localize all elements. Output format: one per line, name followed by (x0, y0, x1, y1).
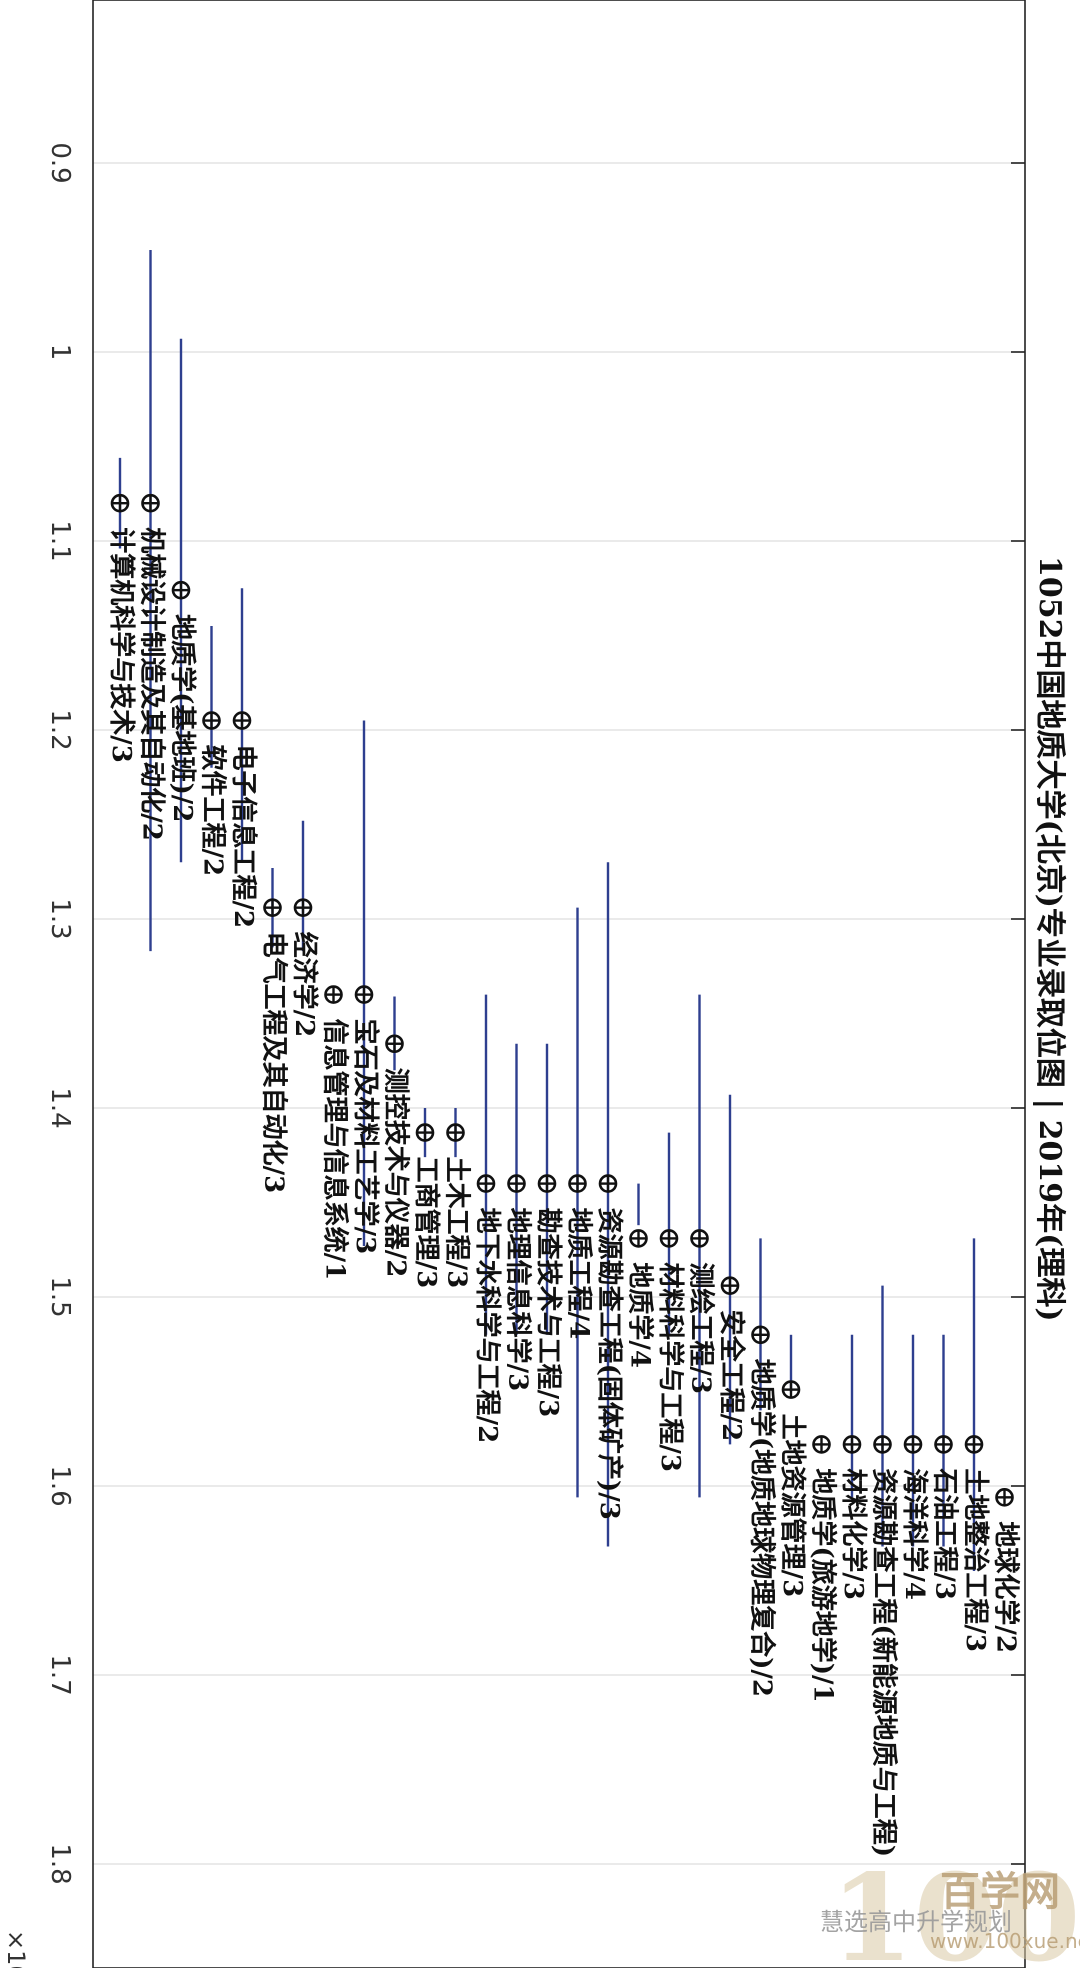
data-point-marker (537, 1174, 557, 1193)
category-label: 电气工程及其自动化/3 (259, 932, 290, 1194)
category-label: 地理信息科学/3 (503, 1208, 534, 1392)
category-label: 电子信息工程/2 (228, 745, 259, 929)
category-label: 信息管理与信息系统/1 (320, 1019, 351, 1281)
chart-title: 1052中国地质大学(北京)专业录取位图 | 2019年(理科) (1032, 556, 1067, 1322)
data-point-marker (873, 1435, 892, 1454)
range-bars (118, 249, 976, 1572)
data-point-marker (202, 711, 221, 730)
category-label: 材料科学与工程/3 (655, 1262, 686, 1472)
data-point-marker (110, 493, 130, 513)
category-label: 地质学(地质地球物理复合)/2 (747, 1359, 778, 1697)
tick-label: 1.8 (45, 1843, 75, 1884)
data-point-marker (690, 1229, 709, 1248)
data-point-marker (903, 1435, 923, 1454)
data-point-marker (507, 1174, 526, 1193)
watermark-site-name: 百学网 (940, 1868, 1060, 1915)
axis-exponent-label: ×10⁴ (2, 1930, 30, 1968)
tick-label: 0.9 (45, 142, 75, 183)
category-label: 资源勘查工程(固体矿产)/3 (594, 1208, 625, 1520)
tick-label: 1.3 (45, 898, 75, 939)
category-label: 软件工程/2 (198, 745, 228, 877)
tick-label: 1.5 (45, 1276, 75, 1317)
data-point-marker (141, 493, 160, 513)
tick-label: 1.2 (45, 709, 75, 750)
tick-label: 1 (45, 344, 75, 361)
category-label: 测控技术与仪器/2 (381, 1068, 411, 1278)
category-label: 海洋科学/4 (899, 1468, 930, 1600)
data-point-marker (568, 1174, 587, 1193)
watermark: 100 百学网 www.100xue.net 慧选高中升学规划 (820, 1848, 1080, 1968)
tick-label: 1.7 (45, 1654, 75, 1695)
category-label: 安全工程/2 (716, 1310, 747, 1442)
category-label: 土地整治工程/3 (960, 1468, 991, 1652)
data-point-marker (964, 1435, 984, 1454)
data-point-marker (171, 580, 191, 600)
category-label: 经济学/2 (289, 932, 320, 1038)
tick-label: 1.6 (45, 1465, 75, 1506)
category-label: 测绘工程/3 (686, 1262, 717, 1394)
data-point-marker (751, 1325, 770, 1345)
data-point-marker (415, 1123, 435, 1142)
watermark-note: 慧选高中升学规划 (820, 1908, 1012, 1936)
category-label: 地质学(旅游地学)/1 (808, 1468, 839, 1702)
category-label: 地下水科学与工程/2 (472, 1208, 503, 1444)
data-point-marker (232, 711, 252, 730)
tick-labels: 0.9 1 1.1 1.2 1.3 1.4 1.5 1.6 1.7 1.8 (45, 142, 75, 1884)
category-label: 地质工程/4 (564, 1208, 594, 1340)
data-point-marker (659, 1229, 679, 1248)
data-point-marker (354, 985, 374, 1004)
category-label: 土地资源管理/3 (777, 1414, 807, 1598)
data-point-marker (293, 898, 313, 917)
category-label: 勘查技术与工程/3 (533, 1208, 563, 1418)
data-point-marker (629, 1229, 648, 1248)
data-point-marker (385, 1034, 404, 1054)
category-label: 地质学/4 (625, 1262, 656, 1368)
category-label: 地球化学/2 (991, 1521, 1022, 1653)
tick-label: 1.4 (45, 1087, 75, 1128)
watermark-url: www.100xue.net (930, 1929, 1080, 1953)
category-label: 计算机科学与技术/3 (106, 527, 137, 763)
data-point-marker (812, 1435, 831, 1454)
category-labels: 计算机科学与技术/3 机械设计制造及其自动化/2 地质学(基地班)/2 软件工程/2 电… (106, 527, 1022, 1857)
category-label: 宝石及材料工艺学/3 (350, 1019, 381, 1255)
markers (110, 493, 1014, 1507)
data-point-marker (446, 1123, 465, 1142)
category-label: 石油工程/3 (930, 1467, 960, 1600)
category-label: 资源勘查工程(新能源地质与工程) (869, 1468, 900, 1857)
data-point-marker (842, 1435, 862, 1454)
watermark-logo-number: 100 (830, 1848, 1080, 1968)
plot-frame (92, 0, 1026, 1968)
data-point-marker (995, 1488, 1014, 1507)
category-label: 工商管理/3 (411, 1157, 442, 1289)
data-point-marker (263, 898, 282, 917)
data-point-marker (476, 1174, 496, 1193)
category-label: 机械设计制造及其自动化/2 (137, 527, 168, 841)
category-label: 材料化学/3 (838, 1468, 869, 1600)
data-point-marker (934, 1435, 953, 1454)
category-label: 土木工程/3 (442, 1157, 472, 1289)
data-point-marker (720, 1276, 740, 1295)
grid (93, 162, 1025, 1865)
data-point-marker (781, 1380, 801, 1399)
data-point-marker (324, 985, 343, 1004)
category-label: 地质学(基地班)/2 (167, 614, 198, 822)
tick-label: 1.1 (45, 520, 75, 561)
data-point-marker (598, 1174, 618, 1193)
